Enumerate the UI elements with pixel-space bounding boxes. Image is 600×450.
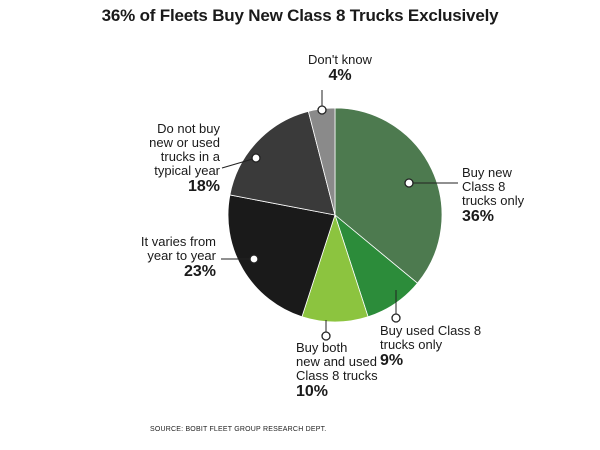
do-not-buy-marker (251, 153, 261, 163)
label-both: Buy both new and used Class 8 trucks 10% (296, 341, 406, 401)
label-value: 10% (296, 383, 329, 400)
label-text: new and used (296, 354, 377, 369)
label-varies: It varies from year to year 23% (120, 235, 216, 281)
pie-slice (334, 107, 443, 284)
label-value: 23% (183, 263, 216, 280)
label-value: 9% (380, 352, 404, 369)
label-text: It varies from (140, 234, 216, 249)
label-text: year to year (147, 248, 216, 263)
label-value: 36% (462, 208, 495, 225)
source-note: SOURCE: BOBIT FLEET GROUP RESEARCH DEPT. (150, 426, 327, 433)
label-do-not-buy: Do not buy new or used trucks in a typic… (130, 122, 220, 196)
used-only-marker (391, 313, 401, 323)
label-text: trucks only (380, 337, 443, 352)
label-new-only: Buy new Class 8 trucks only 36% (462, 166, 552, 226)
label-text: trucks in a (160, 149, 220, 164)
label-text: Don't know (308, 52, 372, 67)
new-only-marker (404, 178, 414, 188)
label-text: typical year (154, 163, 220, 178)
pie-slice (227, 194, 336, 318)
varies-marker (249, 254, 259, 264)
label-text: Buy new (462, 165, 512, 180)
label-text: Class 8 trucks (296, 368, 378, 383)
dont-know-marker (317, 105, 327, 115)
pie-slice (229, 110, 336, 216)
label-dont-know: Don't know 4% (300, 53, 380, 85)
label-used-only: Buy used Class 8 trucks only 9% (380, 324, 500, 370)
label-text: Class 8 (462, 179, 506, 194)
label-value: 4% (328, 67, 352, 84)
label-text: Buy both (296, 340, 348, 355)
chart-title: 36% of Fleets Buy New Class 8 Trucks Exc… (101, 6, 499, 25)
both-marker (321, 331, 331, 341)
label-value: 18% (187, 178, 220, 195)
do-not-buy-leader-line (221, 157, 257, 169)
label-text: Do not buy (157, 121, 220, 136)
label-text: new or used (149, 135, 220, 150)
label-text: Buy used Class 8 (380, 323, 482, 338)
label-text: trucks only (462, 193, 525, 208)
